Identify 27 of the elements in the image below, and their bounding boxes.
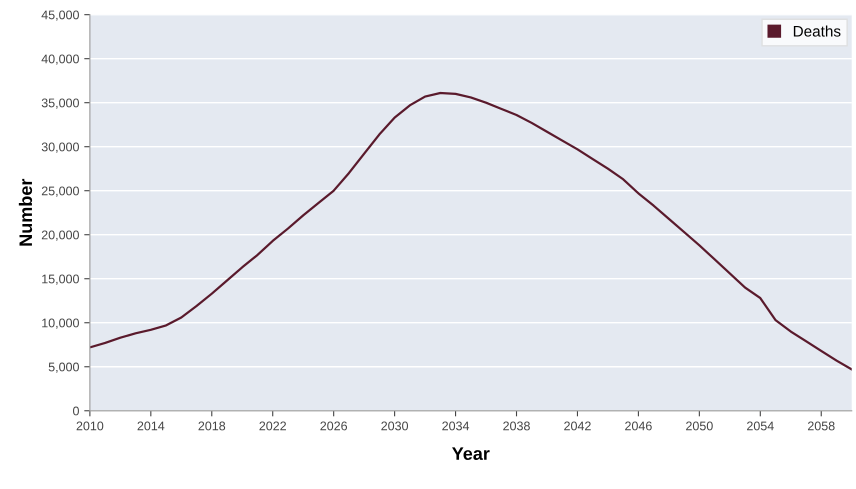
x-tick-label: 2030 [381, 422, 408, 430]
x-tick-label: 2034 [442, 422, 470, 430]
y-tick-label: 20,000 [42, 230, 79, 241]
y-tick-label: 30,000 [42, 142, 79, 153]
y-tick-label: 15,000 [42, 274, 79, 285]
x-tick-label: 2014 [138, 422, 164, 430]
line-series [90, 92, 852, 370]
x-tick-label: 2010 [76, 422, 104, 430]
x-tick-label: 2046 [625, 422, 652, 430]
legend-label: Deaths [794, 25, 840, 37]
y-tick-label: 40,000 [42, 54, 79, 65]
x-tick-label: 2042 [564, 422, 591, 430]
x-tick-label: 2038 [503, 422, 530, 430]
x-tick-label: 2018 [198, 422, 226, 430]
y-axis-title: Number [18, 178, 32, 246]
y-tick-label: 5,000 [48, 362, 79, 373]
y-tick-label: 0 [73, 406, 79, 416]
y-tick-label: 25,000 [42, 186, 79, 197]
x-axis-title: Year [452, 447, 490, 460]
x-tick-label: 2050 [686, 422, 713, 430]
x-tick-label: 2022 [259, 422, 286, 430]
x-tick-label: 2026 [320, 422, 348, 430]
y-tick-label: 35,000 [42, 98, 79, 109]
x-tick-label: 2058 [808, 422, 835, 430]
y-tick-label: 10,000 [42, 318, 79, 329]
x-tick-label: 2054 [747, 422, 774, 430]
y-tick-label: 45,000 [42, 10, 79, 21]
